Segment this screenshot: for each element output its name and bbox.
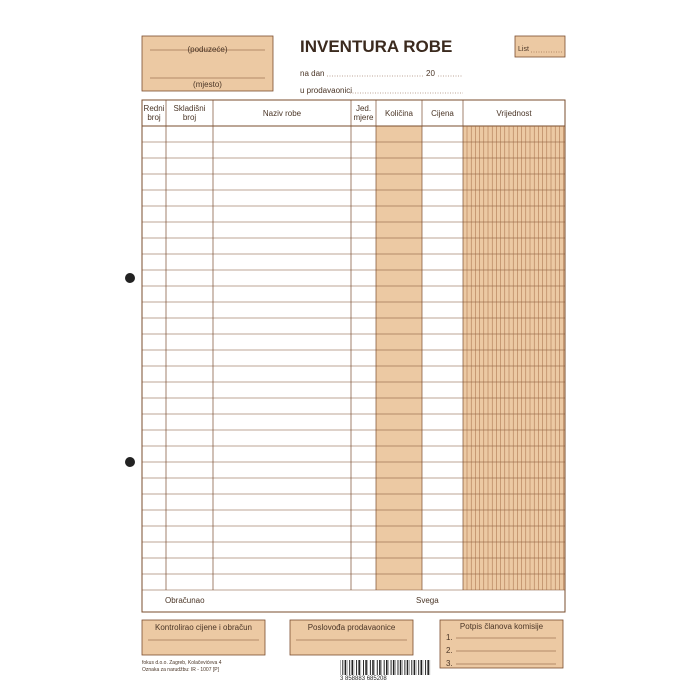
label: na dan [300, 69, 325, 78]
signature-label: Poslovođa prodavaonice [307, 623, 396, 632]
barcode-bar [418, 660, 420, 675]
barcode-bar [376, 660, 378, 675]
barcode-bar [342, 660, 344, 675]
sheet-box [514, 35, 566, 58]
barcode-bar [406, 660, 409, 675]
punch-hole [125, 457, 135, 467]
company-box [141, 35, 274, 92]
label: (poduzeće) [187, 45, 228, 54]
barcode-bar [349, 660, 351, 675]
barcode-bar [363, 660, 364, 675]
barcode-bar [358, 660, 360, 675]
table-border [141, 99, 566, 613]
punch-hole [125, 273, 135, 283]
label: List [518, 46, 529, 53]
barcode-bar [351, 660, 354, 675]
column-header: Redni broj [143, 104, 165, 122]
line-number: 2. [446, 646, 453, 655]
column-header: Cijena [431, 108, 454, 118]
barcode-bar [383, 660, 385, 675]
barcode-bar [356, 660, 358, 675]
label: 20 [426, 69, 435, 78]
signature-label: Kontrolirao cijene i obračun [155, 623, 252, 632]
barcode-number: 3 858883 685208 [340, 676, 387, 682]
title: INVENTURA ROBE [300, 37, 453, 56]
barcode-bar [413, 660, 416, 675]
barcode-bar [425, 660, 427, 675]
barcode-bar [386, 660, 388, 675]
column-header: Skladišni broj [173, 104, 206, 122]
barcode-bar [420, 660, 423, 675]
barcode-bar [390, 660, 392, 675]
barcode-bar [411, 660, 413, 675]
barcode-bar [344, 660, 347, 675]
label: u prodavaonici [300, 86, 353, 95]
barcode-bar [404, 660, 406, 675]
barcode-bar [372, 660, 374, 675]
printer-info: Oznaka za narudžbu: IR - 1007 [P] [142, 667, 219, 673]
barcode-bar [365, 660, 367, 675]
label: (mjesto) [193, 80, 222, 89]
barcode-bar [397, 660, 399, 675]
signature-label: Potpis članova komisije [459, 622, 544, 631]
barcode-bar [427, 660, 429, 675]
barcode-bar [392, 660, 395, 675]
column-header: Jed. mjere [353, 104, 374, 122]
barcode-bar [399, 660, 402, 675]
column-header: Naziv robe [262, 108, 302, 118]
line-number: 3. [446, 659, 453, 668]
footer-label: Obračunao [165, 596, 205, 605]
footer-label: Svega [416, 596, 439, 605]
barcode-bar [369, 660, 371, 675]
barcode-bar [379, 660, 381, 675]
line-number: 1. [446, 633, 453, 642]
column-header: Vrijednost [496, 108, 532, 118]
printer-info: fokus d.o.o. Zagreb, Kolačevićeva 4 [142, 660, 222, 666]
column-header: Količina [384, 108, 413, 118]
